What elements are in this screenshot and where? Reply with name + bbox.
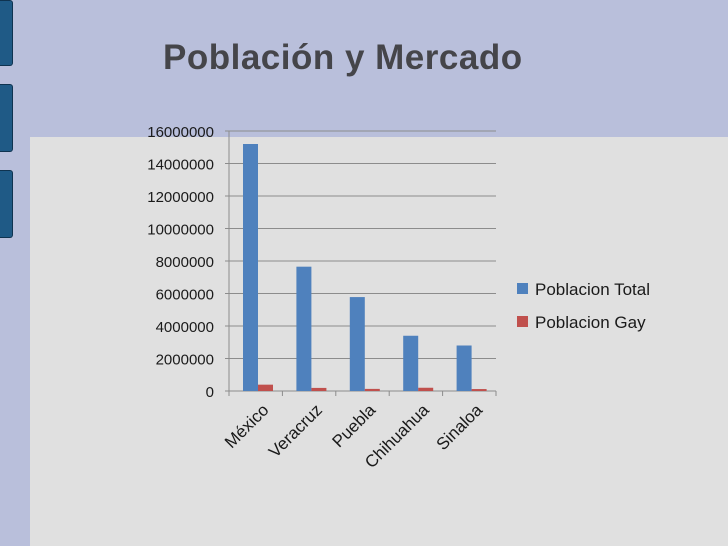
slide-tab-1[interactable]	[0, 0, 13, 66]
bar-gay-puebla	[364, 388, 380, 391]
bar-total-veracruz	[296, 266, 312, 391]
bar-gay-sinaloa	[471, 389, 487, 391]
bar-gay-veracruz	[311, 387, 327, 391]
y-tick-label-5: 10000000	[147, 222, 214, 239]
slide-tab-2[interactable]	[0, 84, 13, 152]
legend-swatch-1	[517, 316, 528, 327]
bar-total-puebla	[349, 297, 365, 391]
slide-title: Población y Mercado	[163, 38, 523, 77]
legend-label-1: Poblacion Gay	[535, 313, 646, 332]
y-tick-label-7: 14000000	[147, 157, 214, 174]
y-tick-label-6: 12000000	[147, 189, 214, 206]
bar-total-chihuahua	[403, 335, 419, 391]
x-tick-label-4: Sinaloa	[433, 400, 487, 454]
y-tick-label-0: 0	[206, 384, 214, 401]
legend-label-0: Poblacion Total	[535, 280, 650, 299]
y-tick-label-8: 16000000	[147, 124, 214, 141]
bar-total-sinaloa	[456, 345, 472, 391]
slide-tab-3[interactable]	[0, 170, 13, 238]
y-tick-label-2: 4000000	[156, 319, 214, 336]
y-tick-label-1: 2000000	[156, 352, 214, 369]
x-tick-label-0: México	[221, 400, 273, 452]
x-tick-label-2: Puebla	[328, 400, 379, 451]
legend-swatch-0	[517, 283, 528, 294]
bar-gay-chihuahua	[418, 387, 434, 391]
bar-gay-méxico	[258, 384, 273, 391]
x-tick-label-1: Veracruz	[265, 400, 326, 461]
bar-total-méxico	[243, 144, 258, 391]
y-tick-label-4: 8000000	[156, 254, 214, 271]
content-panel	[30, 137, 728, 546]
y-tick-label-3: 6000000	[156, 287, 214, 304]
